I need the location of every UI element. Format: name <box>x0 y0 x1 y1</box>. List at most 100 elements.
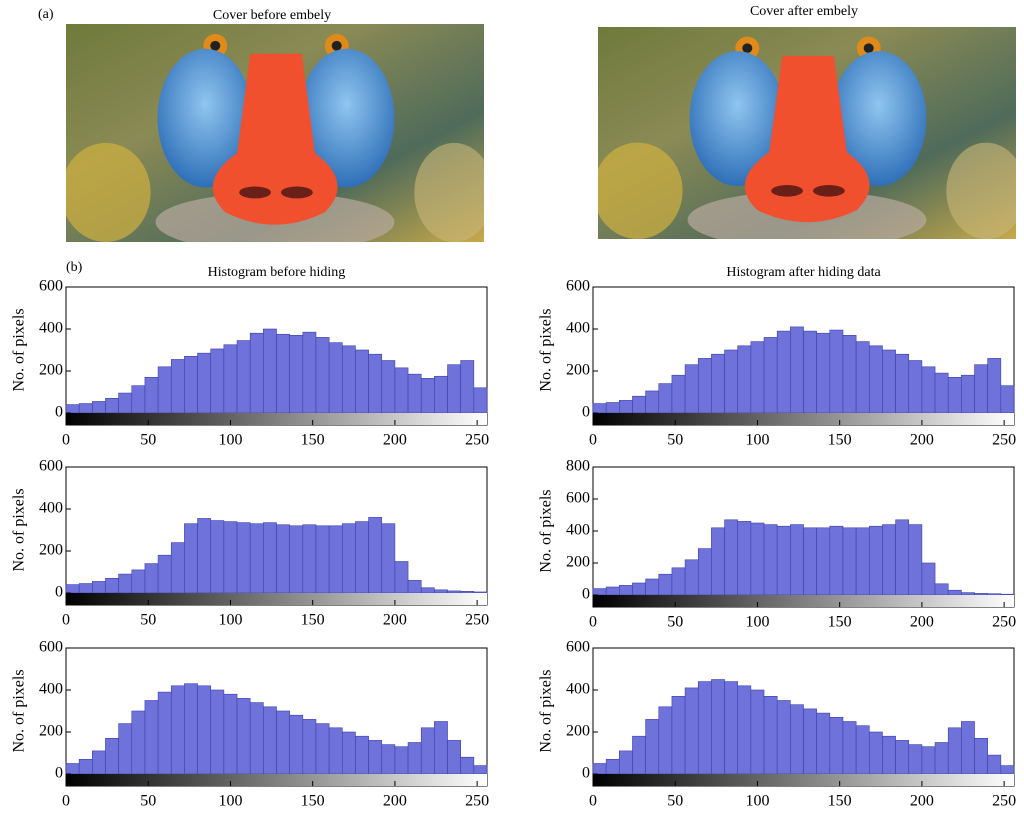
y-tick-label: 200 <box>566 362 590 379</box>
x-tick-label: 250 <box>465 432 489 449</box>
x-tick-label: 50 <box>140 612 156 629</box>
x-tick-label: 250 <box>992 614 1016 631</box>
histogram-bar <box>868 345 883 414</box>
x-tick-label: 150 <box>828 432 852 449</box>
histogram-bar <box>263 328 277 414</box>
y-tick-label: 0 <box>55 404 63 421</box>
histogram-bar <box>407 742 422 775</box>
histogram-bar <box>763 695 778 775</box>
x-tick-label: 100 <box>218 432 242 449</box>
histogram-bar <box>842 721 857 775</box>
histogram-bar <box>184 683 198 775</box>
histogram-bar <box>276 333 290 414</box>
x-tick-label: 50 <box>667 614 683 631</box>
x-tick-label: 0 <box>589 432 597 449</box>
histogram-bar <box>315 337 330 414</box>
histogram-bar <box>197 352 212 414</box>
x-tick-label: 0 <box>62 612 70 629</box>
histogram-bar <box>737 521 752 596</box>
histogram-bar <box>921 366 936 414</box>
x-tick-label: 50 <box>667 793 683 810</box>
y-tick-label: 0 <box>582 404 590 421</box>
colorbar <box>593 413 1014 425</box>
x-tick-label: 0 <box>589 793 597 810</box>
histogram-bar <box>341 731 356 775</box>
histogram-bar <box>381 744 396 775</box>
histogram-bar <box>394 367 409 414</box>
histogram-bar <box>619 585 633 596</box>
histogram-bar <box>341 523 356 594</box>
histogram-bar <box>92 401 106 414</box>
histogram-bar <box>249 702 264 775</box>
x-tick-label: 50 <box>140 793 156 810</box>
histogram-bar <box>763 337 778 414</box>
y-tick-label: 200 <box>39 723 63 740</box>
histogram-bar <box>447 740 461 775</box>
histogram-bar <box>78 583 93 594</box>
histogram-bar <box>460 360 475 414</box>
histogram-bar <box>711 353 725 414</box>
x-tick-label: 150 <box>301 612 325 629</box>
histogram-bar <box>645 578 660 596</box>
histogram-bar <box>790 704 804 775</box>
histogram-bar <box>420 587 435 594</box>
histogram-bar <box>934 742 949 775</box>
y-tick-label: 400 <box>566 681 590 698</box>
y-tick-label: 200 <box>39 362 63 379</box>
histogram-bar <box>605 402 620 414</box>
x-tick-label: 150 <box>828 614 852 631</box>
histogram-bar <box>355 521 369 594</box>
histogram-bar <box>249 332 264 414</box>
y-tick-label: 0 <box>582 586 590 603</box>
histogram-bar <box>855 341 870 414</box>
histogram-bar <box>157 691 172 775</box>
chart-title: Histogram before hiding <box>208 265 346 280</box>
histogram-bar <box>724 681 739 775</box>
histogram-bar <box>236 698 251 775</box>
histogram-bar <box>144 376 159 414</box>
histogram-bar <box>263 522 277 594</box>
histogram-bar <box>671 567 686 596</box>
histogram-bar <box>987 358 1002 414</box>
histogram-bar <box>868 731 883 775</box>
x-tick-label: 100 <box>745 793 769 810</box>
y-tick-label: 600 <box>566 278 590 295</box>
x-tick-label: 250 <box>992 432 1016 449</box>
histogram-bar <box>684 559 699 596</box>
x-tick-label: 50 <box>140 432 156 449</box>
histogram-bar <box>763 524 778 596</box>
histogram-bar <box>223 521 238 594</box>
colorbar <box>66 413 487 425</box>
histogram-bar <box>420 727 435 775</box>
histogram-bar <box>368 353 383 414</box>
histogram-bar <box>855 527 870 596</box>
histogram-bar <box>592 763 607 775</box>
histogram-bar <box>144 700 159 775</box>
histogram-bar <box>632 395 646 414</box>
histogram-bar <box>65 584 80 594</box>
x-tick-label: 200 <box>910 793 934 810</box>
histogram-bar <box>842 527 857 596</box>
histogram-bar <box>210 520 225 594</box>
histogram-bar <box>842 334 857 414</box>
y-tick-label: 400 <box>39 320 63 337</box>
histogram-bar <box>473 591 488 594</box>
histogram-bar <box>632 735 646 775</box>
histogram-bar <box>289 714 304 775</box>
histogram-bar <box>210 348 225 414</box>
histogram-bar <box>328 342 343 414</box>
panel-label: (b) <box>66 260 83 275</box>
histogram-bar <box>276 524 290 594</box>
histogram-bar <box>684 364 699 414</box>
y-tick-label: 600 <box>39 639 63 656</box>
histogram-bar <box>223 344 238 414</box>
histogram-bar <box>790 326 804 414</box>
histogram-bar <box>328 525 343 594</box>
x-tick-label: 100 <box>218 612 242 629</box>
histogram-bar <box>144 563 159 594</box>
histogram-bar <box>210 689 225 775</box>
histogram-bar <box>473 765 488 775</box>
histogram-bar <box>131 569 146 594</box>
histogram-bar <box>302 331 317 414</box>
